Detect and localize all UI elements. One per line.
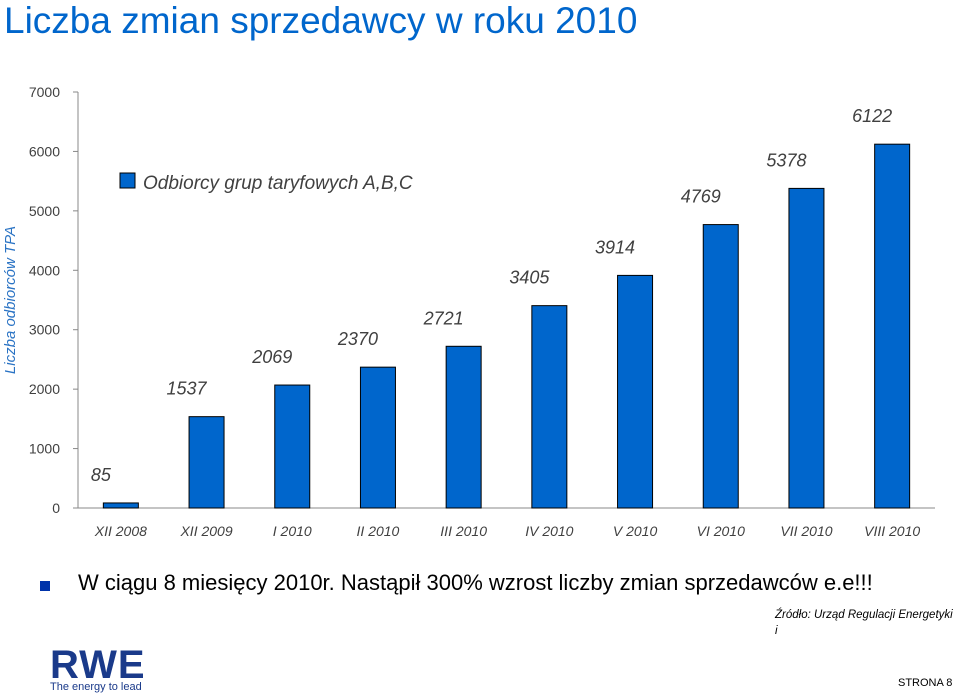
- rwe-logo: RWE The energy to lead: [50, 643, 146, 693]
- data-label: 2069: [251, 347, 292, 367]
- y-tick-label: 6000: [29, 143, 60, 159]
- source-note: Źródło: Urząd Regulacji Energetyki i: [775, 609, 953, 637]
- x-tick-label: XII 2008: [94, 523, 147, 539]
- y-tick-label: 4000: [29, 262, 60, 278]
- y-tick-label: 0: [52, 500, 60, 516]
- legend: Odbiorcy grup taryfowych A,B,C: [119, 172, 413, 194]
- data-label: 2370: [337, 329, 378, 349]
- bar: [102, 502, 139, 509]
- summary-note: W ciągu 8 miesięcy 2010r. Nastąpił 300% …: [78, 570, 873, 595]
- x-tick-label: I 2010: [273, 523, 312, 539]
- data-label: 3405: [509, 268, 550, 288]
- x-tick-label: VI 2010: [697, 523, 745, 539]
- bar: [274, 384, 311, 509]
- bar: [617, 274, 654, 509]
- x-tick-label: IV 2010: [525, 523, 573, 539]
- data-label: 3914: [595, 237, 635, 257]
- bullet-icon: [40, 581, 50, 591]
- x-axis: XII 2008 XII 2009 I 2010 II 2010 III 2010 IV …: [78, 507, 935, 539]
- y-tick-label: 3000: [29, 322, 60, 338]
- data-labels: 85 1537 2069 2370 2721 3405 3914 4769 5378 6122: [91, 106, 892, 485]
- data-label: 2721: [423, 308, 464, 328]
- page-title: Liczba zmian sprzedawcy w roku 2010: [4, 0, 638, 41]
- data-label: 1537: [167, 379, 208, 399]
- data-label: 5378: [766, 150, 806, 170]
- legend-label: Odbiorcy grup taryfowych A,B,C: [143, 173, 413, 194]
- y-tick-label: 1000: [29, 441, 60, 457]
- x-tick-label: VII 2010: [780, 523, 832, 539]
- legend-swatch: [119, 172, 136, 189]
- data-label: 6122: [852, 106, 892, 126]
- x-tick-label: VIII 2010: [864, 523, 920, 539]
- y-tick-label: 5000: [29, 203, 60, 219]
- bar: [788, 187, 825, 509]
- x-tick-label: III 2010: [440, 523, 487, 539]
- bar: [874, 143, 911, 509]
- x-tick-label: II 2010: [357, 523, 400, 539]
- logo-tagline: The energy to lead: [50, 681, 142, 693]
- bar: [359, 366, 396, 509]
- bar: [188, 416, 225, 509]
- x-tick-label: XII 2009: [179, 523, 232, 539]
- x-tick-label: V 2010: [613, 523, 658, 539]
- logo-wordmark: RWE: [50, 643, 146, 687]
- data-label: 4769: [681, 187, 721, 207]
- data-label: 85: [91, 465, 112, 485]
- y-axis: 0 1000 2000 3000 4000 5000 6000 7000: [29, 84, 79, 516]
- bar: [531, 305, 568, 509]
- y-tick-label: 7000: [29, 84, 60, 100]
- bars: [102, 143, 911, 509]
- y-axis-label: Liczba odbiorców TPA: [2, 226, 19, 374]
- bar: [445, 345, 482, 509]
- bar: [702, 224, 739, 509]
- page-number: STRONA 8: [898, 677, 953, 689]
- y-tick-label: 2000: [29, 381, 60, 397]
